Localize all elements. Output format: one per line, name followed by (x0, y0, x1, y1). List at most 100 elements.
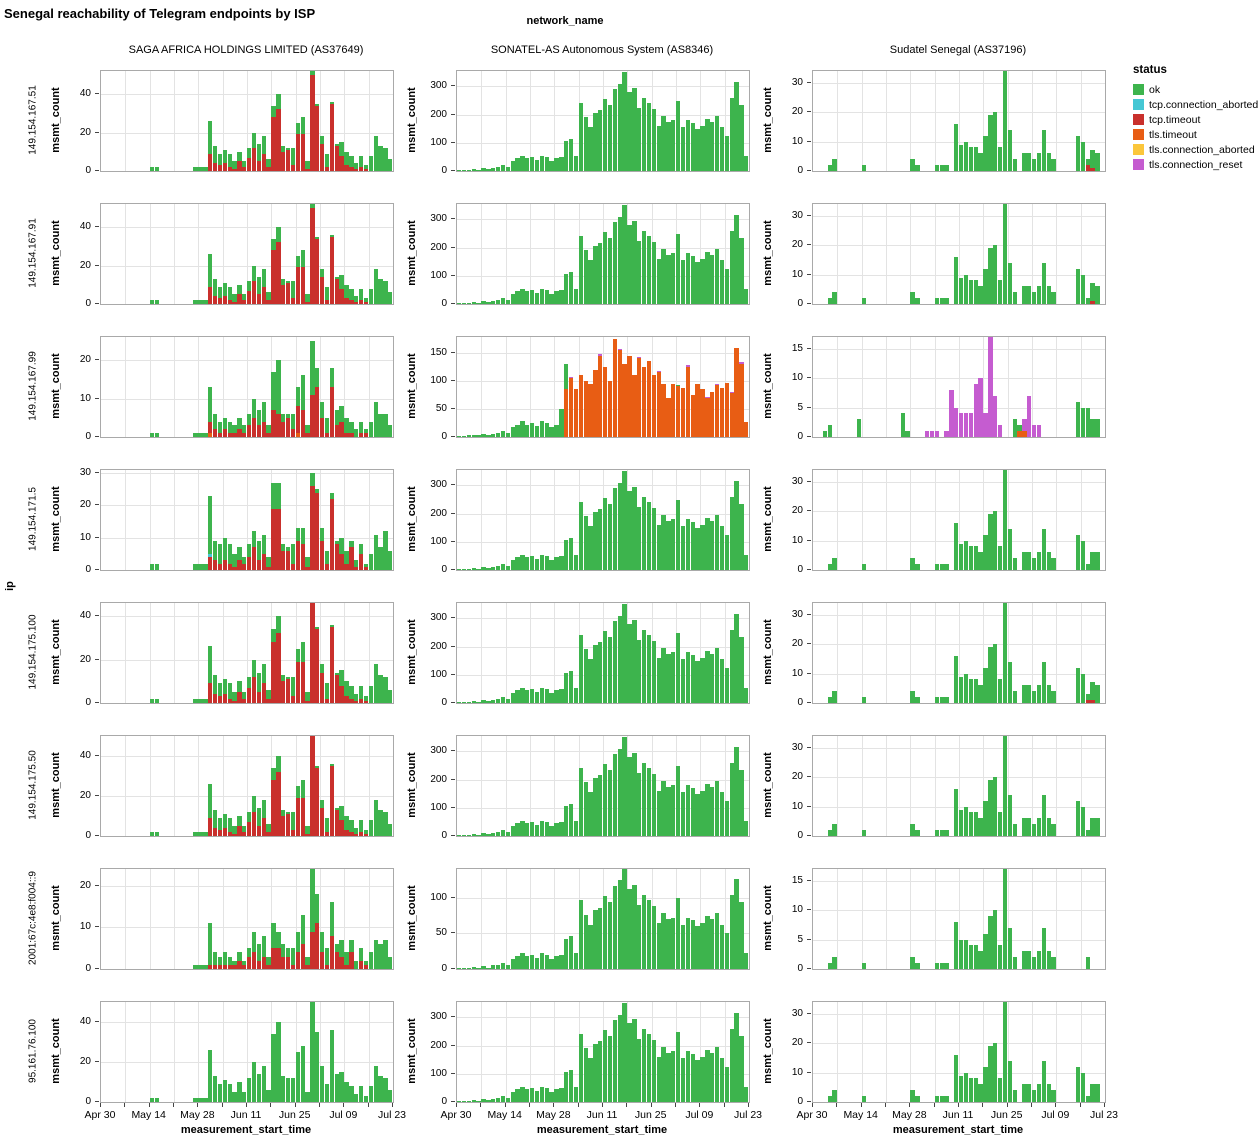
y-tick-mark (807, 1101, 811, 1102)
bar-segment (525, 291, 530, 304)
y-tick-mark (95, 170, 99, 171)
bar-segment (827, 425, 832, 437)
y-tick-label: 20 (791, 771, 803, 783)
gridline (813, 511, 1105, 513)
bar-segment (212, 1076, 218, 1102)
x-tick-label: May 14 (487, 1109, 522, 1121)
gridline (505, 736, 507, 836)
bar-segment (1022, 419, 1027, 432)
bar-segment (373, 534, 378, 570)
x-tick-mark (148, 1103, 150, 1107)
x-tick-label: Jul 09 (685, 1109, 714, 1121)
x-tick-mark (675, 1103, 676, 1107)
bar-segment (939, 697, 944, 703)
y-tick-mark (807, 879, 811, 881)
plot-area (456, 1001, 750, 1103)
bar-segment (285, 413, 291, 418)
bar-segment (1012, 824, 1017, 836)
bar-segment (934, 963, 940, 969)
bar-segment (222, 537, 228, 561)
gridline (837, 204, 839, 304)
gridline (886, 736, 887, 836)
bar-segment (588, 383, 593, 437)
bar-segment (358, 288, 364, 301)
bar-segment (1032, 957, 1037, 969)
bar-segment (349, 155, 354, 168)
bar-segment (261, 800, 266, 818)
bar-segment (988, 1046, 993, 1102)
bar-segment (515, 690, 520, 703)
gridline (247, 337, 248, 437)
bar-segment (290, 544, 296, 564)
y-tick-mark (451, 835, 455, 836)
bar-segment (588, 260, 593, 304)
bar-segment (193, 964, 198, 969)
bar-segment (1046, 818, 1051, 836)
bar-segment (500, 697, 506, 703)
bar-segment (734, 614, 739, 703)
bar-segment (983, 667, 988, 703)
bar-segment (149, 167, 155, 171)
gridline (886, 1002, 887, 1102)
bar-segment (290, 280, 296, 299)
bar-segment (237, 960, 242, 969)
gridline (174, 736, 175, 836)
bar-segment (324, 948, 330, 965)
bar-segment (339, 806, 344, 820)
bar-segment (534, 159, 540, 171)
gridline (320, 736, 321, 836)
bar-segment (315, 489, 320, 493)
bar-segment (1080, 274, 1086, 304)
gridline (934, 337, 936, 437)
gridline (530, 337, 531, 437)
y-tick-label: 30 (791, 1007, 803, 1019)
bar-segment (656, 790, 661, 836)
bar-segment (217, 433, 223, 437)
bar-segment (968, 812, 974, 836)
gridline (174, 204, 175, 304)
bar-segment (554, 690, 559, 703)
bar-segment (222, 679, 228, 695)
bar-segment (388, 1090, 393, 1102)
bar-segment (256, 692, 262, 703)
bar-segment (285, 149, 291, 171)
bar-segment (344, 1082, 349, 1102)
bar-segment (1002, 470, 1008, 570)
bar-segment (598, 642, 603, 703)
y-tick-mark (807, 643, 811, 645)
bar-segment (612, 222, 618, 304)
bar-segment (358, 820, 364, 832)
bar-segment (598, 907, 603, 969)
bar-segment (373, 136, 378, 171)
bar-segment (154, 698, 159, 703)
gridline (813, 378, 1105, 380)
bar-segment (1080, 673, 1086, 703)
bar-segment (334, 1074, 339, 1102)
bar-segment (476, 568, 481, 570)
bar-segment (285, 282, 291, 304)
bar-segment (676, 765, 681, 836)
bar-segment (349, 547, 354, 570)
x-tick-label: Apr 30 (796, 1109, 828, 1121)
bar-segment (251, 659, 257, 677)
bar-segment (997, 679, 1003, 703)
gridline (1032, 71, 1033, 171)
gridline (368, 204, 370, 304)
bar-segment (685, 519, 691, 570)
x-tick-mark (1055, 1103, 1057, 1107)
gridline (125, 470, 127, 570)
bar-segment (861, 963, 867, 969)
bar-segment (695, 527, 700, 570)
bar-segment (261, 553, 266, 570)
bar-segment (939, 1096, 944, 1102)
bar-segment (627, 491, 632, 570)
bar-segment (534, 292, 540, 304)
bar-segment (212, 296, 218, 304)
bar-segment (285, 956, 291, 969)
gridline (125, 1002, 127, 1102)
bar-segment (242, 832, 247, 836)
bar-segment (1080, 141, 1086, 171)
bar-segment (729, 629, 734, 703)
bar-segment (1085, 1096, 1090, 1102)
x-tick-mark (319, 1103, 320, 1107)
